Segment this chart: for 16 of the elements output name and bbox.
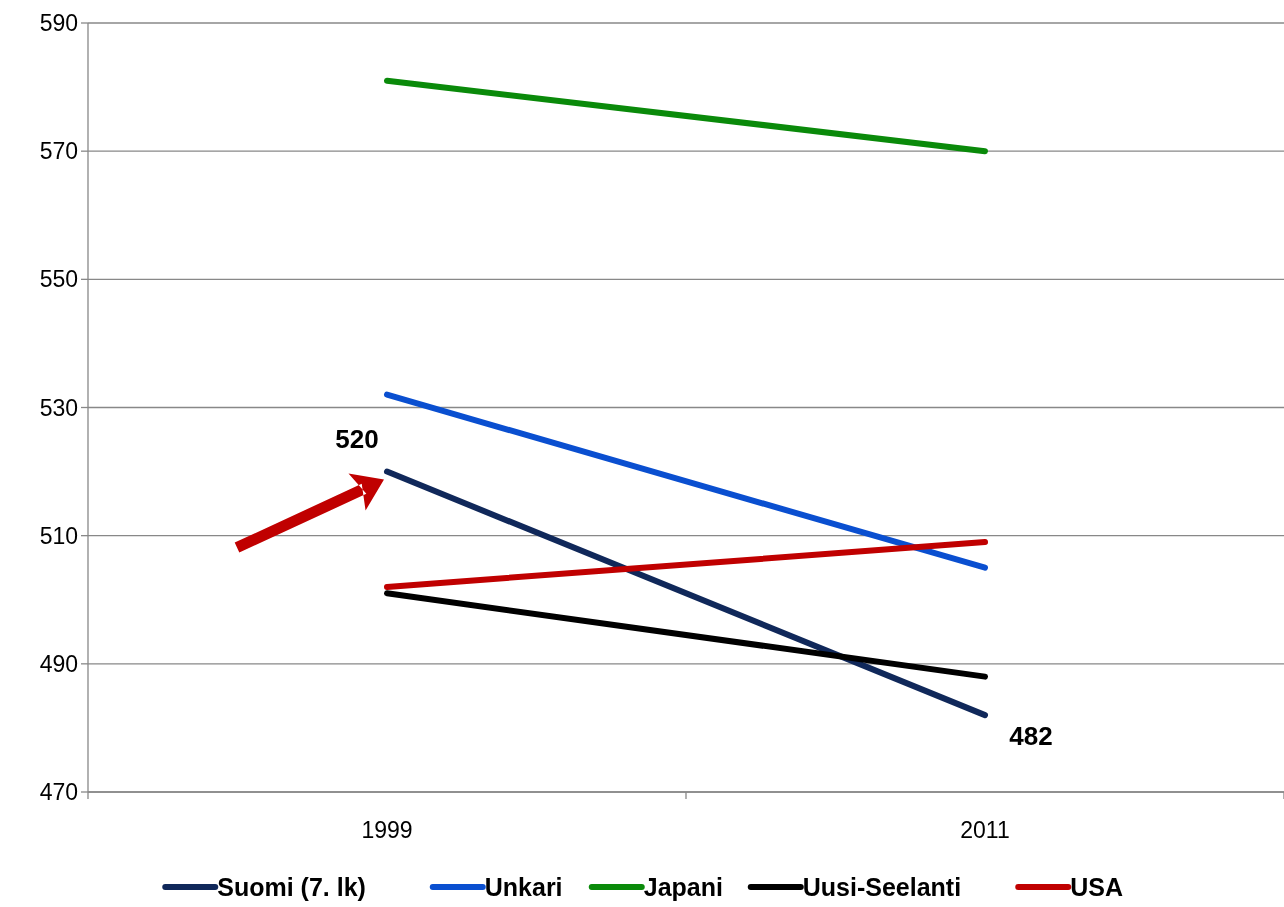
data-label: 520 <box>335 423 379 454</box>
x-tick-label: 2011 <box>960 817 1010 843</box>
legend-label: Suomi (7. lk) <box>217 872 366 901</box>
y-tick-label: 550 <box>39 266 78 293</box>
legend-label: USA <box>1070 872 1124 901</box>
y-tick-label: 570 <box>39 138 78 165</box>
y-tick-label: 470 <box>39 779 78 806</box>
data-label: 482 <box>1009 721 1053 752</box>
y-tick-label: 490 <box>39 650 78 677</box>
legend-label: Unkari <box>484 872 563 901</box>
y-tick-label: 510 <box>39 522 78 549</box>
y-tick-label: 530 <box>39 394 78 421</box>
legend-label: Uusi-Seelanti <box>802 872 962 901</box>
y-tick-label: 590 <box>39 10 78 37</box>
legend-label: Japani <box>643 872 723 901</box>
x-tick-label: 1999 <box>361 817 413 843</box>
